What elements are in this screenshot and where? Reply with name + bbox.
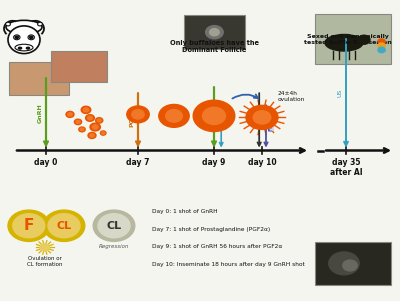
Ellipse shape <box>6 20 42 34</box>
Circle shape <box>127 106 149 123</box>
Circle shape <box>8 210 50 241</box>
Text: PGF: PGF <box>130 113 134 127</box>
Circle shape <box>86 115 94 121</box>
Ellipse shape <box>15 44 33 51</box>
Circle shape <box>40 244 50 251</box>
Text: Day 0: 1 shot of GnRH: Day 0: 1 shot of GnRH <box>152 209 218 214</box>
Circle shape <box>166 110 182 122</box>
Text: Regression: Regression <box>99 244 129 249</box>
Circle shape <box>38 22 42 26</box>
Text: day 35
after AI: day 35 after AI <box>330 158 362 177</box>
Circle shape <box>159 104 189 127</box>
Text: GnRH: GnRH <box>38 103 42 123</box>
Text: Only buffaloes have the
Dominant Follicle: Only buffaloes have the Dominant Follicl… <box>170 40 258 53</box>
Circle shape <box>102 132 105 134</box>
Text: F: F <box>24 218 34 233</box>
Circle shape <box>206 26 223 39</box>
Circle shape <box>90 134 94 137</box>
Circle shape <box>80 128 84 131</box>
Circle shape <box>13 214 45 238</box>
Text: day 10: day 10 <box>248 158 276 167</box>
Circle shape <box>81 106 91 113</box>
Circle shape <box>6 22 10 26</box>
Text: Day 7: 1 shot of Prostaglandine (PGF2α): Day 7: 1 shot of Prostaglandine (PGF2α) <box>152 227 270 232</box>
Ellipse shape <box>8 26 40 54</box>
Text: Day 9: 1 shot of GnRH 56 hours after PGF2α: Day 9: 1 shot of GnRH 56 hours after PGF… <box>152 244 282 249</box>
Circle shape <box>246 105 278 129</box>
Circle shape <box>48 214 80 238</box>
Ellipse shape <box>18 47 22 49</box>
Ellipse shape <box>358 35 370 44</box>
FancyBboxPatch shape <box>315 14 391 64</box>
Circle shape <box>88 116 92 120</box>
Text: US+: US+ <box>224 117 229 129</box>
Circle shape <box>378 47 385 53</box>
Circle shape <box>343 260 357 271</box>
Circle shape <box>14 35 20 40</box>
Text: CL: CL <box>106 221 122 231</box>
Circle shape <box>43 210 85 241</box>
Ellipse shape <box>26 47 30 49</box>
Ellipse shape <box>325 35 363 51</box>
Circle shape <box>28 35 34 40</box>
Circle shape <box>90 123 100 131</box>
FancyBboxPatch shape <box>315 242 391 285</box>
Text: UeFTAI: UeFTAI <box>262 109 267 129</box>
Circle shape <box>378 43 385 48</box>
Text: Sexed and Genomically
tested Bufflo-Bull semen: Sexed and Genomically tested Bufflo-Bull… <box>304 33 392 45</box>
Circle shape <box>88 132 96 138</box>
FancyBboxPatch shape <box>9 62 69 95</box>
Circle shape <box>96 118 103 123</box>
Text: GnRH: GnRH <box>206 107 210 127</box>
Circle shape <box>93 210 135 241</box>
Circle shape <box>79 127 85 132</box>
Circle shape <box>97 119 101 122</box>
Circle shape <box>30 36 33 39</box>
Circle shape <box>74 119 82 125</box>
Circle shape <box>76 120 80 123</box>
Circle shape <box>98 214 130 238</box>
Text: FTM: FTM <box>269 119 274 131</box>
Circle shape <box>83 108 89 112</box>
Circle shape <box>253 111 271 124</box>
Circle shape <box>329 252 359 275</box>
Text: US: US <box>338 89 342 98</box>
Text: 24±4h
ovulation: 24±4h ovulation <box>278 91 305 102</box>
Circle shape <box>15 36 18 39</box>
Circle shape <box>202 107 226 125</box>
Circle shape <box>100 131 106 135</box>
Circle shape <box>378 39 385 44</box>
Text: Day 10: Inseminate 18 hours after day 9 GnRH shot: Day 10: Inseminate 18 hours after day 9 … <box>152 262 305 267</box>
Circle shape <box>132 110 144 119</box>
Circle shape <box>68 113 72 116</box>
Text: Ovulation or
CL formation: Ovulation or CL formation <box>27 256 62 267</box>
Text: day 9: day 9 <box>202 158 226 167</box>
Circle shape <box>66 111 74 117</box>
Circle shape <box>92 125 98 129</box>
Text: CL: CL <box>56 221 72 231</box>
Text: day 7: day 7 <box>126 158 150 167</box>
FancyBboxPatch shape <box>184 15 245 49</box>
Text: day 0: day 0 <box>34 158 58 167</box>
FancyBboxPatch shape <box>51 51 107 82</box>
Circle shape <box>210 29 219 36</box>
Circle shape <box>193 100 235 132</box>
